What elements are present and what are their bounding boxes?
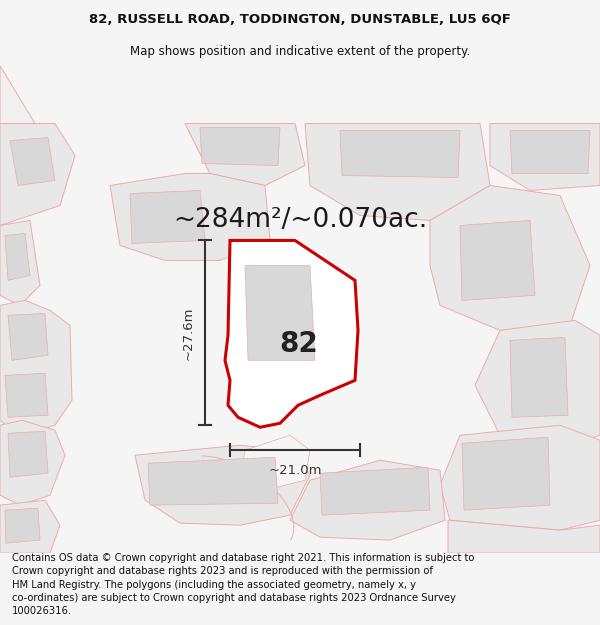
Polygon shape (510, 338, 568, 418)
Text: Contains OS data © Crown copyright and database right 2021. This information is : Contains OS data © Crown copyright and d… (12, 553, 475, 616)
Polygon shape (135, 445, 310, 525)
Polygon shape (110, 174, 270, 261)
Polygon shape (0, 301, 72, 435)
Polygon shape (340, 131, 460, 178)
Text: 82: 82 (279, 330, 318, 357)
Polygon shape (430, 186, 590, 331)
Text: ~284m²/~0.070ac.: ~284m²/~0.070ac. (173, 208, 427, 234)
Polygon shape (200, 127, 280, 166)
Polygon shape (320, 468, 430, 515)
Polygon shape (448, 520, 600, 553)
Polygon shape (5, 373, 48, 418)
Polygon shape (245, 266, 315, 361)
Text: ~27.6m: ~27.6m (182, 306, 195, 359)
Polygon shape (5, 234, 30, 281)
Polygon shape (8, 313, 48, 361)
Polygon shape (0, 221, 40, 306)
Polygon shape (440, 425, 600, 530)
Polygon shape (240, 435, 310, 490)
Polygon shape (0, 420, 65, 505)
Polygon shape (490, 124, 600, 191)
Polygon shape (0, 500, 60, 553)
Polygon shape (475, 321, 600, 445)
Polygon shape (0, 66, 35, 124)
Polygon shape (510, 131, 590, 174)
Polygon shape (5, 508, 40, 543)
Polygon shape (460, 221, 535, 301)
Polygon shape (130, 191, 205, 244)
Text: 82, RUSSELL ROAD, TODDINGTON, DUNSTABLE, LU5 6QF: 82, RUSSELL ROAD, TODDINGTON, DUNSTABLE,… (89, 13, 511, 26)
Polygon shape (185, 124, 305, 186)
Text: Map shows position and indicative extent of the property.: Map shows position and indicative extent… (130, 45, 470, 58)
Polygon shape (290, 460, 445, 540)
Polygon shape (148, 458, 278, 505)
Text: ~21.0m: ~21.0m (268, 464, 322, 478)
Polygon shape (305, 124, 490, 221)
Polygon shape (10, 138, 55, 186)
Polygon shape (8, 431, 48, 478)
Polygon shape (225, 241, 358, 428)
Polygon shape (462, 438, 550, 510)
Polygon shape (0, 124, 75, 226)
